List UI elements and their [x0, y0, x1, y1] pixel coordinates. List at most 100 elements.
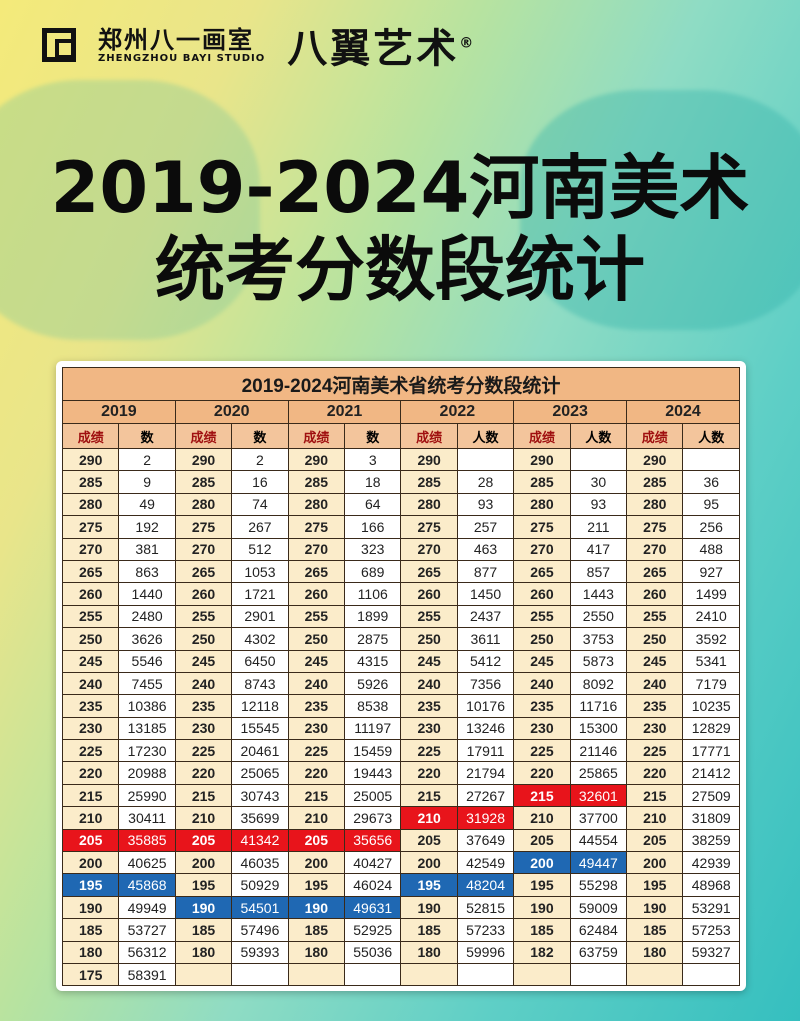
score-cell: 280	[513, 492, 571, 517]
count-cell: 10235	[682, 694, 740, 718]
count-cell: 1721	[231, 582, 289, 606]
count-cell: 5926	[344, 671, 402, 696]
count-cell: 689	[344, 559, 402, 584]
table-caption: 2019-2024河南美术省统考分数段统计	[62, 367, 740, 401]
count-column-header: 人数	[569, 423, 628, 449]
score-cell: 205	[400, 828, 458, 853]
count-cell: 21794	[456, 761, 515, 785]
count-cell: 12118	[231, 694, 289, 718]
registered-mark: ®	[459, 35, 477, 52]
count-cell: 52925	[344, 918, 402, 942]
score-cell: 210	[287, 806, 346, 830]
column-header-row: 成绩数成绩数成绩数成绩 人数 成绩 人数 成绩 人数	[61, 423, 740, 449]
table-row: 200 40625 200 46035 200 40427 200 42549 200 49447…	[61, 851, 740, 875]
brand-logo: 八翼艺术®	[287, 16, 476, 74]
count-cell: 37649	[456, 828, 515, 853]
count-column-header: 数	[344, 423, 402, 449]
count-cell: 15300	[569, 716, 628, 741]
count-cell: 64	[344, 492, 402, 517]
count-cell: 52815	[456, 895, 515, 920]
table-row: 215 25990 215 30743 215 25005 215 27267 215 32601…	[61, 783, 740, 808]
year-header: 2024	[626, 400, 740, 424]
count-cell: 32601	[569, 783, 628, 808]
score-cell: 195	[513, 873, 571, 897]
header-logos: 郑州八一画室 ZHENGZHOU BAYI STUDIO 八翼艺术®	[42, 16, 476, 74]
count-cell: 21146	[569, 739, 628, 763]
table-row: 190 49949 190 54501 190 49631 190 52815 190 59009…	[61, 895, 740, 920]
count-cell: 17771	[682, 739, 740, 763]
count-cell: 3611	[456, 627, 515, 651]
score-cell: 290	[626, 447, 684, 472]
year-header: 2021	[287, 400, 402, 424]
count-cell: 8092	[569, 671, 628, 696]
score-cell: 175	[61, 962, 120, 987]
count-cell: 9	[118, 470, 176, 494]
count-cell	[569, 447, 628, 472]
count-cell: 2437	[456, 604, 515, 629]
score-cell: 180	[61, 940, 120, 964]
score-cell: 260	[400, 582, 458, 606]
score-cell: 185	[400, 918, 458, 942]
score-cell: 285	[400, 470, 458, 494]
count-cell: 5341	[682, 649, 740, 673]
score-cell: 275	[287, 515, 346, 539]
table-row: 285 9 285 16 285 18 285 28 285 30 285 36	[61, 470, 740, 494]
score-cell: 280	[61, 492, 120, 517]
count-cell: 1899	[344, 604, 402, 629]
count-cell: 2875	[344, 627, 402, 651]
score-cell: 215	[174, 783, 233, 808]
score-cell: 190	[174, 895, 233, 920]
page-title-line1: 2019-2024河南美术	[50, 147, 750, 229]
count-cell: 55298	[569, 873, 628, 897]
count-cell: 463	[456, 537, 515, 561]
score-cell: 255	[400, 604, 458, 629]
count-cell: 10386	[118, 694, 176, 718]
score-cell: 250	[287, 627, 346, 651]
count-cell: 21412	[682, 761, 740, 785]
score-cell: 200	[400, 851, 458, 875]
count-cell: 6450	[231, 649, 289, 673]
score-cell: 270	[400, 537, 458, 561]
score-cell: 185	[61, 918, 120, 942]
score-cell: 225	[287, 739, 346, 763]
score-cell	[626, 962, 684, 987]
score-cell: 255	[513, 604, 571, 629]
score-cell: 210	[513, 806, 571, 830]
count-cell: 28	[456, 470, 515, 494]
score-column-header: 成绩	[174, 423, 233, 449]
count-cell: 16	[231, 470, 289, 494]
table-row: 180 56312 180 59393 180 55036 180 59996 182 63759…	[61, 940, 740, 964]
score-cell: 180	[174, 940, 233, 964]
year-header: 2019	[62, 400, 176, 424]
score-cell: 190	[61, 895, 120, 920]
count-cell: 1053	[231, 559, 289, 584]
score-cell: 270	[174, 537, 233, 561]
score-cell: 195	[174, 873, 233, 897]
score-cell: 250	[626, 627, 684, 651]
count-cell: 2901	[231, 604, 289, 629]
count-cell: 93	[569, 492, 628, 517]
score-cell: 285	[513, 470, 571, 494]
count-cell: 57253	[682, 918, 740, 942]
count-cell: 256	[682, 515, 740, 539]
count-cell: 46035	[231, 851, 289, 875]
score-cell: 285	[61, 470, 120, 494]
studio-name-en: ZHENGZHOU BAYI STUDIO	[98, 52, 266, 64]
score-cell: 290	[174, 447, 233, 472]
score-cell: 210	[626, 806, 684, 830]
score-cell: 210	[400, 806, 458, 830]
score-cell: 240	[287, 671, 346, 696]
score-cell: 280	[626, 492, 684, 517]
score-cell: 270	[61, 537, 120, 561]
score-distribution-table: 2019-2024河南美术省统考分数段统计 2019 2020 2021 2022 20…	[61, 367, 740, 987]
score-cell: 230	[513, 716, 571, 741]
score-cell: 185	[513, 918, 571, 942]
score-cell: 245	[513, 649, 571, 673]
table-row: 235 10386 235 12118 235 8538 235 10176 235 11716 2…	[61, 694, 740, 718]
score-cell: 230	[287, 716, 346, 741]
score-cell: 210	[174, 806, 233, 830]
count-cell: 53291	[682, 895, 740, 920]
count-cell	[682, 447, 740, 472]
count-cell: 35885	[118, 828, 176, 853]
count-cell: 59009	[569, 895, 628, 920]
